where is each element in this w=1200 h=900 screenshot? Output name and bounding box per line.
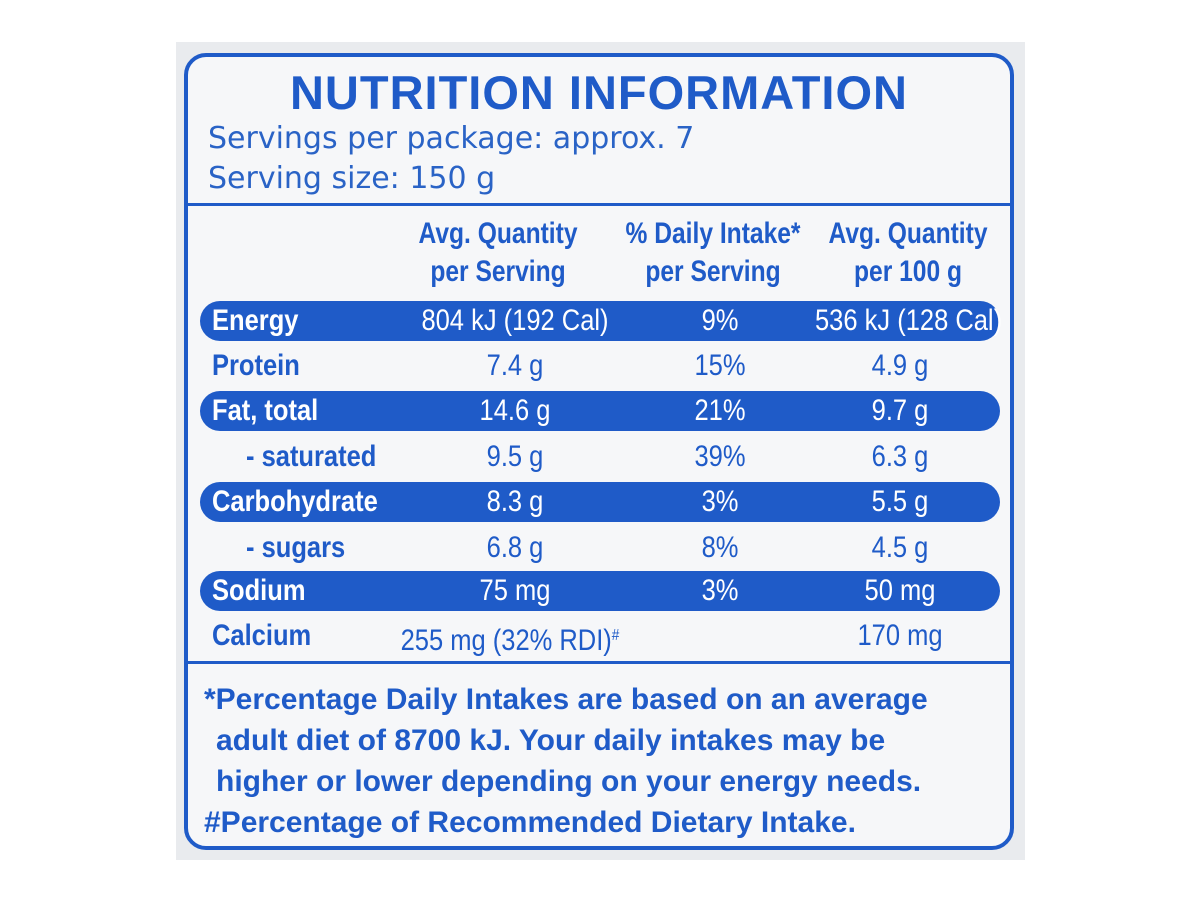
row-calcium: Calcium 255 mg (32% RDI)# 170 mg bbox=[200, 616, 1000, 657]
row-energy: Energy 804 kJ (192 Cal) 9% 536 kJ (128 C… bbox=[200, 301, 1003, 341]
value-per-100g: 9.7 g bbox=[871, 394, 929, 427]
row-sugars: - sugars 6.8 g 8% 4.5 g bbox=[200, 528, 1000, 568]
divider-top bbox=[188, 203, 1010, 206]
row-saturated: - saturated 9.5 g 39% 6.3 g bbox=[200, 437, 1000, 477]
row-label: - sugars bbox=[246, 531, 346, 564]
row-fat-total: Fat, total 14.6 g 21% 9.7 g bbox=[200, 391, 1000, 431]
column-header-daily-intake: % Daily Intake* per Serving bbox=[619, 215, 808, 291]
value-per-serving: 9.5 g bbox=[486, 440, 544, 473]
footnote-line: adult diet of 8700 kJ. Your daily intake… bbox=[216, 724, 886, 757]
column-header-line: % Daily Intake* bbox=[625, 217, 801, 250]
divider-bottom bbox=[188, 661, 1010, 664]
value-per-100g: 50 mg bbox=[864, 574, 936, 607]
value-per-100g: 170 mg bbox=[857, 619, 943, 652]
value-per-100g: 6.3 g bbox=[871, 440, 929, 473]
row-carbohydrate: Carbohydrate 8.3 g 3% 5.5 g bbox=[200, 482, 1000, 522]
column-header-line: per Serving bbox=[430, 255, 566, 288]
servings-per-package: Servings per package: approx. 7 bbox=[208, 121, 695, 156]
value-daily-intake: 39% bbox=[694, 440, 746, 473]
value-daily-intake: 8% bbox=[701, 531, 739, 564]
value-per-serving: 75 mg bbox=[479, 574, 551, 607]
value-daily-intake: 21% bbox=[694, 394, 746, 427]
row-label: Carbohydrate bbox=[212, 485, 378, 518]
value-per-100g: 4.9 g bbox=[871, 349, 929, 382]
serving-size: Serving size: 150 g bbox=[208, 161, 496, 196]
value-daily-intake: 15% bbox=[694, 349, 746, 382]
footnote-line: #Percentage of Recommended Dietary Intak… bbox=[204, 806, 856, 839]
column-header-line: Avg. Quantity bbox=[418, 217, 578, 250]
value-per-serving: 6.8 g bbox=[486, 531, 544, 564]
value-daily-intake: 3% bbox=[701, 485, 739, 518]
panel-title: NUTRITION INFORMATION bbox=[289, 66, 908, 119]
row-label: - saturated bbox=[246, 440, 377, 473]
value-per-serving: 255 mg (32% RDI)# bbox=[400, 616, 621, 661]
row-label: Protein bbox=[212, 349, 300, 382]
row-label: Energy bbox=[212, 304, 299, 337]
footnote-line: *Percentage Daily Intakes are based on a… bbox=[204, 683, 928, 716]
value-per-serving: 8.3 g bbox=[486, 485, 544, 518]
calcium-per-serving-text: 255 mg (32% RDI) bbox=[400, 624, 612, 657]
footnotes: *Percentage Daily Intakes are based on a… bbox=[204, 679, 980, 843]
row-sodium: Sodium 75 mg 3% 50 mg bbox=[200, 571, 1000, 611]
row-protein: Protein 7.4 g 15% 4.9 g bbox=[200, 346, 1000, 386]
value-per-serving: 804 kJ (192 Cal) bbox=[421, 304, 609, 337]
nutrition-panel: NUTRITION INFORMATION Servings per packa… bbox=[184, 53, 1014, 850]
value-per-serving: 14.6 g bbox=[479, 394, 551, 427]
value-daily-intake: 3% bbox=[701, 574, 739, 607]
rdi-footnote-mark: # bbox=[611, 627, 620, 644]
row-label: Fat, total bbox=[212, 394, 319, 427]
value-per-100g: 536 kJ (128 Cal) bbox=[815, 304, 1003, 337]
value-per-serving: 7.4 g bbox=[486, 349, 544, 382]
column-header-line: per 100 g bbox=[853, 255, 963, 288]
column-header-per-100g: Avg. Quantity per 100 g bbox=[826, 215, 990, 291]
value-per-100g: 5.5 g bbox=[871, 485, 929, 518]
row-label: Calcium bbox=[212, 619, 312, 652]
column-header-per-serving: Avg. Quantity per Serving bbox=[416, 215, 580, 291]
value-per-100g: 4.5 g bbox=[871, 531, 929, 564]
footnote-line: higher or lower depending on your energy… bbox=[216, 765, 922, 798]
column-header-line: per Serving bbox=[645, 255, 781, 288]
value-daily-intake: 9% bbox=[701, 304, 739, 337]
column-header-line: Avg. Quantity bbox=[828, 217, 988, 250]
row-label: Sodium bbox=[212, 574, 306, 607]
